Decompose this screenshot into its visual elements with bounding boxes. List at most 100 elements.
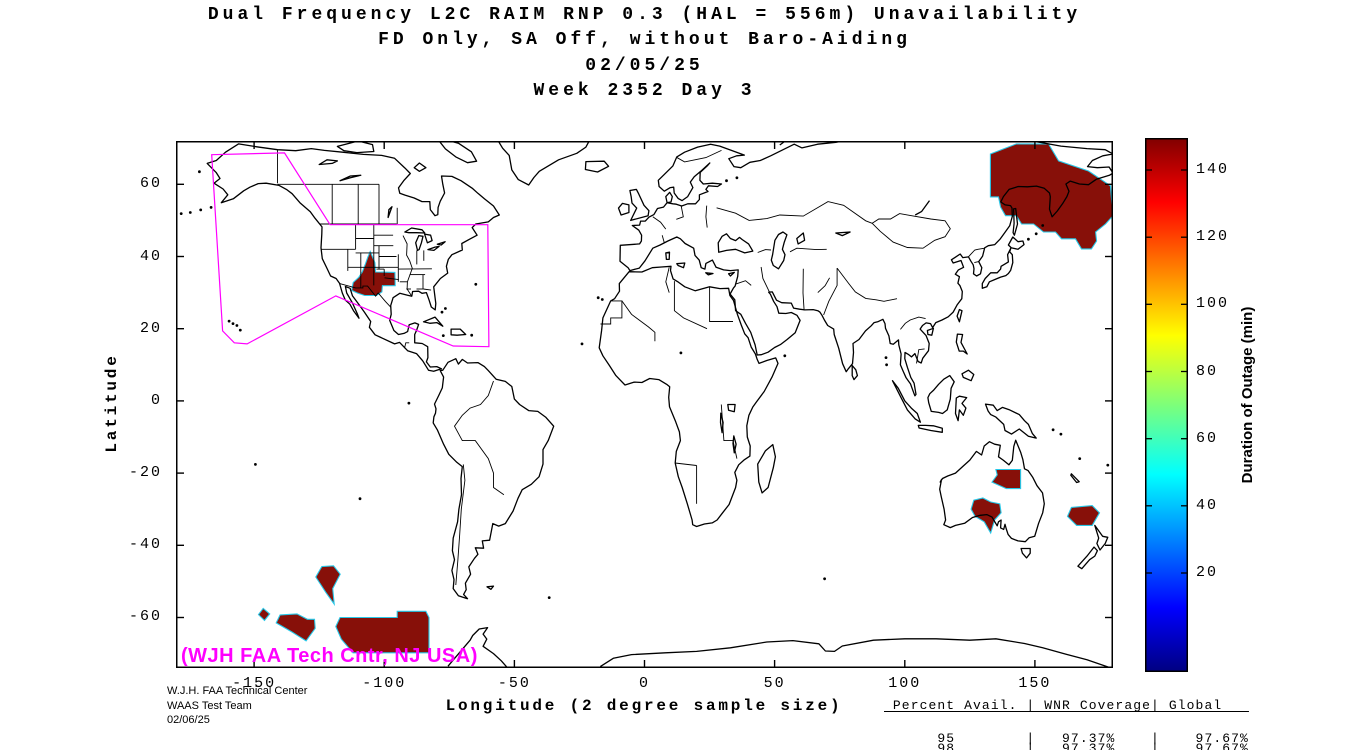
coastline	[427, 245, 440, 252]
coastline	[779, 141, 787, 146]
map-credit-annotation: (WJH FAA Tech Cntr, NJ USA)	[181, 645, 478, 667]
coastline	[984, 403, 1037, 439]
political-border	[384, 277, 399, 281]
coastline	[432, 358, 555, 600]
coastline	[1094, 524, 1109, 551]
political-border	[455, 464, 466, 586]
outage-region-south-pacific-west	[275, 613, 316, 642]
outage-region-south-australia	[970, 497, 1002, 535]
footer-line-2: WAAS Test Team	[167, 699, 252, 712]
outage-region-north-of-new-zealand	[1066, 505, 1101, 526]
title-line-3: 02/05/25	[585, 55, 704, 76]
island-dot	[1078, 457, 1082, 460]
coastline	[1070, 473, 1080, 484]
y-tick-label: -40	[128, 536, 162, 554]
political-border	[817, 277, 830, 293]
island-dot	[231, 322, 235, 325]
y-axis-title: Latitude	[103, 353, 121, 453]
stats-table-rows: 95 | 97.37% | 97.67% 98 | 97.37% | 97.67…	[937, 730, 1249, 750]
coastline	[447, 626, 509, 668]
coastline	[436, 241, 446, 246]
island-dot	[1034, 232, 1038, 236]
political-border	[900, 316, 926, 330]
island-dot	[884, 356, 888, 359]
coastline	[926, 327, 935, 336]
colorbar-tick-label: 40	[1196, 496, 1219, 514]
coastline	[981, 236, 1025, 289]
coastline	[415, 234, 424, 252]
political-border	[404, 342, 410, 349]
coastline	[927, 374, 955, 415]
coastline	[665, 251, 671, 261]
borders-layer	[277, 149, 985, 586]
coastline	[851, 364, 859, 381]
colorbar-border	[1145, 138, 1188, 672]
political-border	[720, 404, 738, 459]
coastline	[954, 395, 968, 422]
island-dot	[823, 577, 826, 581]
political-border	[836, 267, 898, 302]
footer-line-1: W.J.H. FAA Technical Center	[167, 685, 308, 697]
island-dot	[407, 401, 411, 405]
coastline	[339, 174, 362, 182]
outage-region-northeast-russia-okhotsk	[989, 143, 1113, 250]
y-tick-label: 0	[150, 391, 162, 409]
island-dot	[199, 208, 203, 212]
political-border	[423, 288, 432, 291]
outage-region-south-pacific-mid	[315, 565, 341, 607]
political-border	[916, 348, 925, 364]
availability-stats-table: Percent Avail. | WNR Coverage| Global 95…	[884, 680, 1249, 750]
coastline	[727, 403, 736, 413]
political-border	[674, 462, 697, 466]
title-line-2: FD Only, SA Off, without Baro-Aiding	[378, 30, 911, 51]
colorbar-tick-label: 120	[1196, 228, 1230, 246]
coastline	[796, 232, 806, 245]
island-dot	[474, 282, 478, 286]
coastline	[835, 231, 851, 237]
x-tick-label: 50	[763, 675, 786, 692]
outage-regions-layer	[257, 143, 1113, 654]
coastline	[955, 333, 968, 355]
colorbar	[1145, 138, 1188, 672]
coastline	[486, 585, 495, 590]
coastline	[598, 265, 779, 528]
political-border	[735, 280, 752, 286]
colorbar-gradient	[1145, 138, 1188, 672]
island-dot	[725, 179, 728, 183]
political-border	[661, 235, 665, 243]
outage-region-south-pacific-large	[335, 610, 430, 654]
island-dot	[470, 333, 474, 337]
colorbar-tick-label: 20	[1196, 564, 1219, 581]
political-border	[339, 283, 392, 308]
island-dot	[1059, 432, 1063, 436]
coastline	[1012, 207, 1019, 236]
coastline	[914, 200, 931, 216]
y-tick-label: -20	[128, 464, 162, 482]
coastline	[705, 272, 714, 276]
island-dot	[254, 463, 257, 466]
colorbar-tick-label: 100	[1196, 295, 1230, 313]
political-border	[967, 247, 985, 258]
y-tick-label: -60	[128, 608, 162, 626]
y-tick-label: 20	[139, 319, 162, 337]
title-line-4: Week 2352 Day 3	[533, 81, 756, 102]
island-dot	[885, 363, 888, 367]
political-border	[676, 149, 722, 163]
island-dot	[227, 319, 231, 323]
colorbar-tick-label: 60	[1196, 429, 1219, 447]
colorbar-svg	[1145, 138, 1188, 672]
coastline	[617, 202, 630, 216]
coastline	[387, 206, 393, 219]
coastline	[770, 231, 788, 270]
political-border	[871, 213, 951, 249]
island-dot	[179, 212, 183, 215]
footer-credits: W.J.H. FAA Technical Center WAAS Test Te…	[167, 684, 307, 728]
political-border	[402, 235, 413, 297]
island-dot	[1106, 463, 1110, 467]
x-tick-label: -50	[497, 675, 531, 692]
x-tick-label: -150	[232, 675, 277, 692]
island-dot	[679, 351, 683, 355]
coastline	[717, 233, 754, 254]
island-dot	[444, 307, 447, 310]
coastline	[413, 162, 427, 172]
